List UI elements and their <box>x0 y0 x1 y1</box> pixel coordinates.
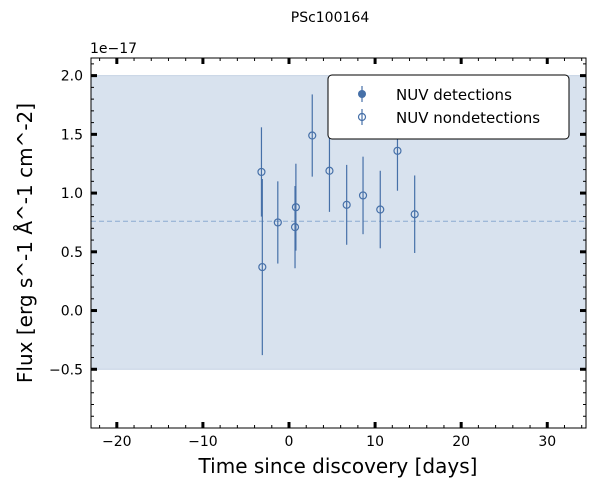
data-point <box>291 203 300 212</box>
data-point <box>325 166 334 175</box>
legend-label-nondetections: NUV nondetections <box>396 109 540 127</box>
y-tick-label: 1.0 <box>61 186 83 202</box>
legend-item-nondetections: NUV nondetections <box>357 109 540 127</box>
data-point <box>290 223 300 232</box>
plot-frame <box>90 57 587 429</box>
x-ticks: −20 −10 0 10 20 30 <box>99 58 583 450</box>
data-point <box>342 200 351 209</box>
x-tick-label: 0 <box>285 434 294 450</box>
data-point <box>410 210 419 219</box>
data-point <box>308 131 317 140</box>
y-tick-label: 2.0 <box>61 69 83 85</box>
legend-box <box>327 74 570 140</box>
x-tick-label: 30 <box>538 434 556 450</box>
legend-marker-open <box>357 112 367 122</box>
x-tick-label: −10 <box>188 434 218 450</box>
x-axis-label: Time since discovery [days] <box>198 454 478 478</box>
y-tick-label: 0.5 <box>61 245 83 261</box>
data-point <box>376 205 385 214</box>
x-tick-label: 20 <box>452 434 470 450</box>
y-tick-label: −0.5 <box>49 362 83 378</box>
y-axis-label: Flux [erg s^-1 Å^-1 cm^-2] <box>13 103 37 383</box>
data-point <box>393 146 402 155</box>
x-tick-label: −20 <box>102 434 132 450</box>
y-tick-label: 0.0 <box>61 304 83 320</box>
data-point <box>358 191 368 200</box>
legend-item-detections: NUV detections <box>358 86 512 104</box>
x-tick-label: 10 <box>366 434 384 450</box>
data-point <box>257 167 266 177</box>
data-point <box>273 218 282 227</box>
legend-marker-filled <box>358 90 366 98</box>
data-point <box>258 262 267 272</box>
chart-title: PSc100164 <box>291 10 370 26</box>
legend: NUV detections NUV nondetections <box>327 74 570 140</box>
data-points <box>257 94 419 356</box>
y-tick-label: 1.5 <box>61 127 83 143</box>
y-offset-text: 1e−17 <box>90 41 137 57</box>
legend-label-detections: NUV detections <box>396 86 512 104</box>
